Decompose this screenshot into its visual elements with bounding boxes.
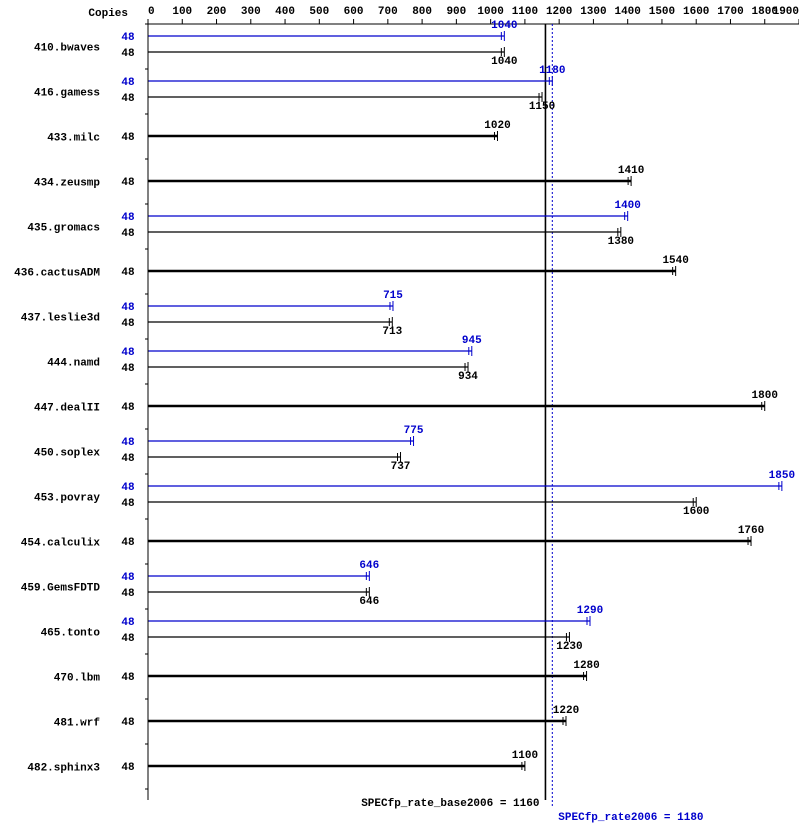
bar-blue-value: 1850 — [769, 470, 795, 482]
bar-blue-value: 1400 — [614, 200, 640, 212]
copies-value-blue: 48 — [121, 347, 135, 359]
bar-black-value: 1410 — [618, 165, 644, 177]
copies-value-black: 48 — [121, 228, 135, 240]
benchmark-name: 454.calculix — [21, 538, 101, 550]
bar-black-value: 646 — [359, 596, 379, 608]
bar-black-value: 1760 — [738, 525, 764, 537]
peak-score-label: SPECfp_rate2006 = 1180 — [558, 812, 703, 824]
benchmark-name: 470.lbm — [54, 673, 101, 685]
x-tick-label: 1000 — [477, 6, 503, 18]
copies-value: 48 — [121, 132, 135, 144]
copies-value-blue: 48 — [121, 32, 135, 44]
bar-blue-value: 715 — [383, 290, 403, 302]
copies-value-blue: 48 — [121, 482, 135, 494]
bar-black-value: 934 — [458, 371, 478, 383]
benchmark-name: 465.tonto — [41, 628, 101, 640]
copies-header: Copies — [88, 8, 128, 20]
copies-value-blue: 48 — [121, 437, 135, 449]
benchmark-name: 450.soplex — [34, 448, 100, 460]
bar-black-value: 1020 — [484, 120, 510, 132]
benchmark-name: 481.wrf — [54, 718, 101, 730]
chart-svg: Copies 0 100 200 300 400 500 600 700 800 900 1000 11… — [0, 0, 799, 831]
copies-value-black: 48 — [121, 633, 135, 645]
x-tick-label: 0 — [148, 6, 155, 18]
x-tick-label: 800 — [412, 6, 432, 18]
bar-blue-value: 1040 — [491, 20, 517, 32]
x-tick-label: 300 — [241, 6, 261, 18]
bar-black-value: 1040 — [491, 56, 517, 68]
x-tick-label: 900 — [446, 6, 466, 18]
bar-blue-value: 1290 — [577, 605, 603, 617]
x-tick-label: 500 — [309, 6, 329, 18]
copies-value: 48 — [121, 267, 135, 279]
bar-black-value: 1800 — [752, 390, 778, 402]
benchmark-name: 433.milc — [47, 133, 100, 145]
bar-blue-value: 775 — [404, 425, 424, 437]
benchmark-name: 434.zeusmp — [34, 178, 100, 190]
x-tick-label: 1300 — [580, 6, 606, 18]
x-tick-label: 600 — [344, 6, 364, 18]
benchmark-name: 435.gromacs — [27, 223, 100, 235]
copies-value: 48 — [121, 537, 135, 549]
copies-value: 48 — [121, 672, 135, 684]
benchmark-name: 453.povray — [34, 493, 100, 505]
benchmark-name: 459.GemsFDTD — [21, 583, 101, 595]
x-tick-label: 1400 — [614, 6, 640, 18]
bar-black-value: 1280 — [573, 660, 599, 672]
bar-black-value: 1600 — [683, 506, 709, 518]
copies-value: 48 — [121, 717, 135, 729]
x-tick-label: 200 — [207, 6, 227, 18]
copies-value-blue: 48 — [121, 77, 135, 89]
x-tick-label: 1600 — [683, 6, 709, 18]
copies-value-blue: 48 — [121, 302, 135, 314]
benchmark-name: 444.namd — [47, 358, 100, 370]
bar-black-value: 1150 — [529, 101, 555, 113]
copies-value-black: 48 — [121, 93, 135, 105]
x-tick-label: 400 — [275, 6, 295, 18]
benchmark-name: 447.dealII — [34, 403, 100, 415]
bar-black-value: 1380 — [608, 236, 634, 248]
copies-value-black: 48 — [121, 318, 135, 330]
copies-value-black: 48 — [121, 453, 135, 465]
spec-rate-chart: Copies 0 100 200 300 400 500 600 700 800 900 1000 11… — [0, 0, 799, 831]
bar-blue-value: 945 — [462, 335, 482, 347]
copies-value-black: 48 — [121, 498, 135, 510]
bar-black-value: 1230 — [556, 641, 582, 653]
bar-blue-value: 1180 — [539, 65, 565, 77]
benchmark-name: 416.gamess — [34, 88, 100, 100]
bar-black-value: 1100 — [512, 750, 538, 762]
copies-value-black: 48 — [121, 48, 135, 60]
copies-value: 48 — [121, 177, 135, 189]
benchmark-name: 482.sphinx3 — [27, 763, 100, 775]
x-tick-label: 1900 — [773, 6, 799, 18]
copies-value-blue: 48 — [121, 617, 135, 629]
x-tick-label: 1700 — [717, 6, 743, 18]
bar-black-value: 1540 — [662, 255, 688, 267]
benchmark-name: 437.leslie3d — [21, 313, 100, 325]
bar-black-value: 713 — [382, 326, 402, 338]
x-tick-label: 1200 — [546, 6, 572, 18]
copies-value: 48 — [121, 402, 135, 414]
x-tick-label: 700 — [378, 6, 398, 18]
x-tick-label: 1100 — [512, 6, 538, 18]
bar-blue-value: 646 — [359, 560, 379, 572]
bar-black-value: 737 — [391, 461, 411, 473]
bar-black-value: 1220 — [553, 705, 579, 717]
x-tick-label: 100 — [172, 6, 192, 18]
copies-value-blue: 48 — [121, 212, 135, 224]
copies-value-blue: 48 — [121, 572, 135, 584]
benchmark-name: 410.bwaves — [34, 43, 100, 55]
benchmark-name: 436.cactusADM — [14, 268, 100, 280]
x-tick-label: 1500 — [649, 6, 675, 18]
copies-value-black: 48 — [121, 363, 135, 375]
copies-value: 48 — [121, 762, 135, 774]
copies-value-black: 48 — [121, 588, 135, 600]
base-score-label: SPECfp_rate_base2006 = 1160 — [361, 798, 539, 810]
